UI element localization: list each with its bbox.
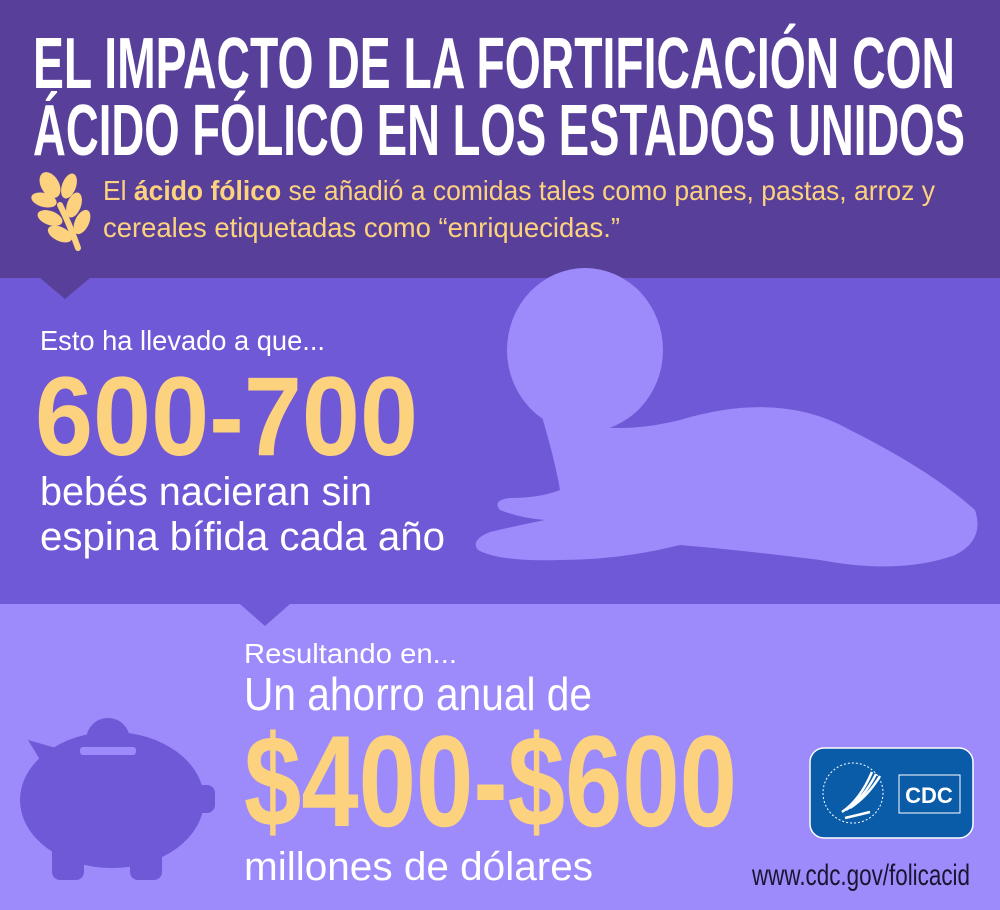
top-band	[0, 0, 1000, 278]
savings-amount: $400-$600	[244, 708, 737, 854]
cdc-logo[interactable]: CDC	[809, 747, 974, 839]
middle-band-pointer	[240, 604, 290, 626]
title-line-1: EL IMPACTO DE LA FORTIFICACIÓN CON	[33, 23, 955, 104]
intro-bold-term: ácido fólico	[134, 175, 281, 206]
baby-silhouette	[475, 268, 978, 567]
wheat-icon	[31, 172, 91, 251]
intro-line-2: cereales etiquetadas como “enriquecidas.…	[103, 212, 620, 243]
births-lead: Esto ha llevado a que...	[40, 325, 325, 356]
hhs-seal-icon	[822, 762, 884, 824]
intro-rest: se añadió a comidas tales como panes, pa…	[281, 175, 935, 206]
cdc-logo-text: CDC	[905, 783, 953, 808]
top-band-pointer	[40, 278, 90, 299]
intro-line-1: El ácido fólico se añadió a comidas tale…	[103, 175, 935, 206]
piggy-bank-icon	[20, 718, 215, 880]
hhs-eagle-icon	[841, 771, 882, 820]
title-line-2: ÁCIDO FÓLICO EN LOS ESTADOS UNIDOS	[33, 90, 965, 171]
savings-line-2: millones de dólares	[244, 845, 593, 889]
births-line-1: bebés nacieran sin	[40, 470, 372, 514]
births-line-2: espina bífida cada año	[40, 515, 445, 559]
births-number: 600-700	[35, 354, 418, 479]
cdc-url-link[interactable]: www.cdc.gov/folicacid	[751, 859, 970, 892]
intro-prefix: El	[103, 175, 134, 206]
savings-line-1: Un ahorro anual de	[244, 668, 592, 720]
savings-lead: Resultando en...	[244, 638, 457, 669]
